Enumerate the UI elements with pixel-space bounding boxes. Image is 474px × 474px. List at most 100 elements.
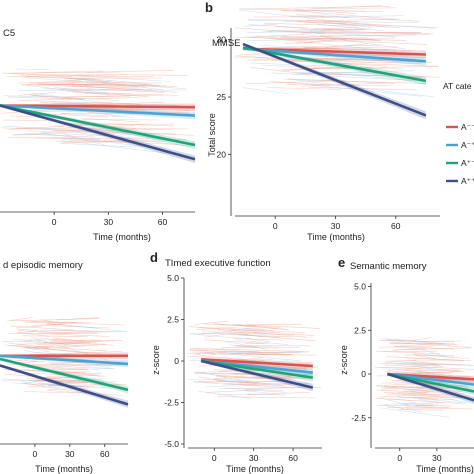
trajectory-line: [41, 132, 140, 139]
y-tick-label: 5.0: [354, 282, 366, 292]
trajectory-line: [238, 334, 280, 338]
trajectory-line: [286, 37, 395, 41]
trajectory-line: [10, 325, 75, 331]
trajectory-line: [4, 359, 45, 363]
trajectory-line: [40, 319, 64, 325]
trajectory-line: [229, 344, 258, 348]
panel-c-xlabel: Time (months): [35, 464, 93, 474]
trajectory-line: [217, 396, 316, 399]
y-tick-label: 2.5: [167, 315, 179, 325]
trajectory-line: [414, 396, 439, 401]
trajectory-line: [212, 379, 251, 382]
trajectory-line: [7, 317, 33, 322]
panel-b-xlabel: Time (months): [307, 232, 365, 242]
panel-e-title: Semantic memory: [350, 261, 427, 272]
trajectory-line: [229, 353, 302, 362]
trajectory-line: [262, 65, 363, 69]
x-tick-label: 60: [158, 217, 168, 227]
trajectory-line: [411, 337, 432, 341]
fitted-line-A+T-: [0, 104, 196, 147]
trajectory-line: [405, 354, 455, 357]
legend-label-A-T+: A⁻⁺: [461, 140, 474, 150]
panel-a-title: C5: [3, 28, 15, 39]
trajectory-line: [309, 70, 411, 81]
trajectory-line: [20, 83, 127, 85]
trajectory-line: [402, 369, 460, 372]
fitted-line-A+T-: [242, 46, 427, 83]
trajectory-line: [264, 22, 356, 27]
panel-e-xlabel: Time (months): [416, 464, 474, 474]
trajectory-line: [4, 344, 108, 352]
trajectory-line: [216, 326, 267, 330]
trajectory-line: [244, 389, 284, 391]
trajectory-line: [308, 81, 435, 98]
trajectory-line: [203, 323, 281, 328]
trajectory-line: [16, 325, 43, 328]
trajectory-line: [46, 376, 69, 378]
trajectory-line: [379, 340, 454, 343]
fitted-line-A+T-: [200, 359, 313, 379]
fitted-line-A+T-: [387, 372, 474, 393]
trajectory-line: [193, 352, 216, 355]
trajectory-line: [233, 324, 320, 329]
trajectory-line: [46, 322, 122, 332]
trajectory-line: [204, 339, 264, 344]
trajectory-line: [210, 373, 291, 377]
trajectory-line: [201, 330, 249, 335]
trajectory-line: [415, 354, 437, 360]
legend-label-A-T-: A⁻⁻: [461, 122, 474, 132]
trajectory-line: [405, 406, 449, 408]
trajectory-line: [384, 402, 417, 405]
trajectory-line: [85, 86, 139, 89]
trajectory-line: [412, 352, 470, 360]
trajectory-line: [189, 349, 226, 352]
trajectory-line: [242, 87, 290, 95]
fitted-lines: [0, 42, 474, 406]
trajectory-line: [225, 383, 296, 389]
y-tick-label: 25: [217, 92, 227, 102]
trajectory-line: [245, 80, 346, 85]
trajectory-line: [38, 333, 110, 337]
trajectory-line: [312, 11, 396, 20]
x-tick-label: 0: [52, 217, 57, 227]
trajectory-line: [270, 30, 396, 37]
trajectory-line: [196, 328, 221, 330]
x-tick-label: 0: [212, 453, 217, 463]
trajectory-line: [2, 340, 42, 342]
trajectory-line: [267, 87, 343, 90]
trajectory-line: [384, 362, 439, 366]
trajectory-line: [22, 335, 88, 337]
trajectory-line: [23, 391, 82, 394]
trajectory-line: [233, 332, 296, 335]
trajectory-line: [204, 333, 229, 338]
trajectory-line: [197, 330, 236, 335]
trajectory-line: [414, 370, 437, 376]
trajectory-line: [308, 87, 417, 91]
trajectory-line: [411, 365, 441, 367]
trajectory-line: [282, 10, 366, 12]
trajectory-line: [411, 363, 474, 366]
trajectory-line: [280, 10, 313, 13]
trajectory-line: [69, 139, 179, 145]
trajectory-line: [320, 30, 418, 34]
trajectory-line: [324, 43, 368, 48]
fitted-line-A-T+: [0, 354, 129, 366]
trajectory-line: [28, 370, 90, 372]
trajectory-line: [387, 407, 473, 410]
trajectory-line: [37, 70, 104, 73]
trajectory-line: [236, 34, 303, 38]
trajectory-line: [51, 329, 113, 332]
trajectory-line: [199, 351, 283, 354]
panel-letter-b: b: [205, 0, 213, 15]
y-tick-label: 2.5: [354, 325, 366, 335]
trajectory-line: [216, 356, 245, 360]
trajectory-line: [400, 408, 423, 412]
y-tick-label: -2.5: [351, 413, 366, 423]
trajectory-line: [87, 111, 121, 117]
trajectory-line: [65, 94, 164, 98]
trajectory-line: [45, 345, 86, 349]
trajectory-line: [39, 345, 68, 348]
trajectory-line: [392, 347, 472, 351]
trajectory-line: [269, 37, 427, 45]
